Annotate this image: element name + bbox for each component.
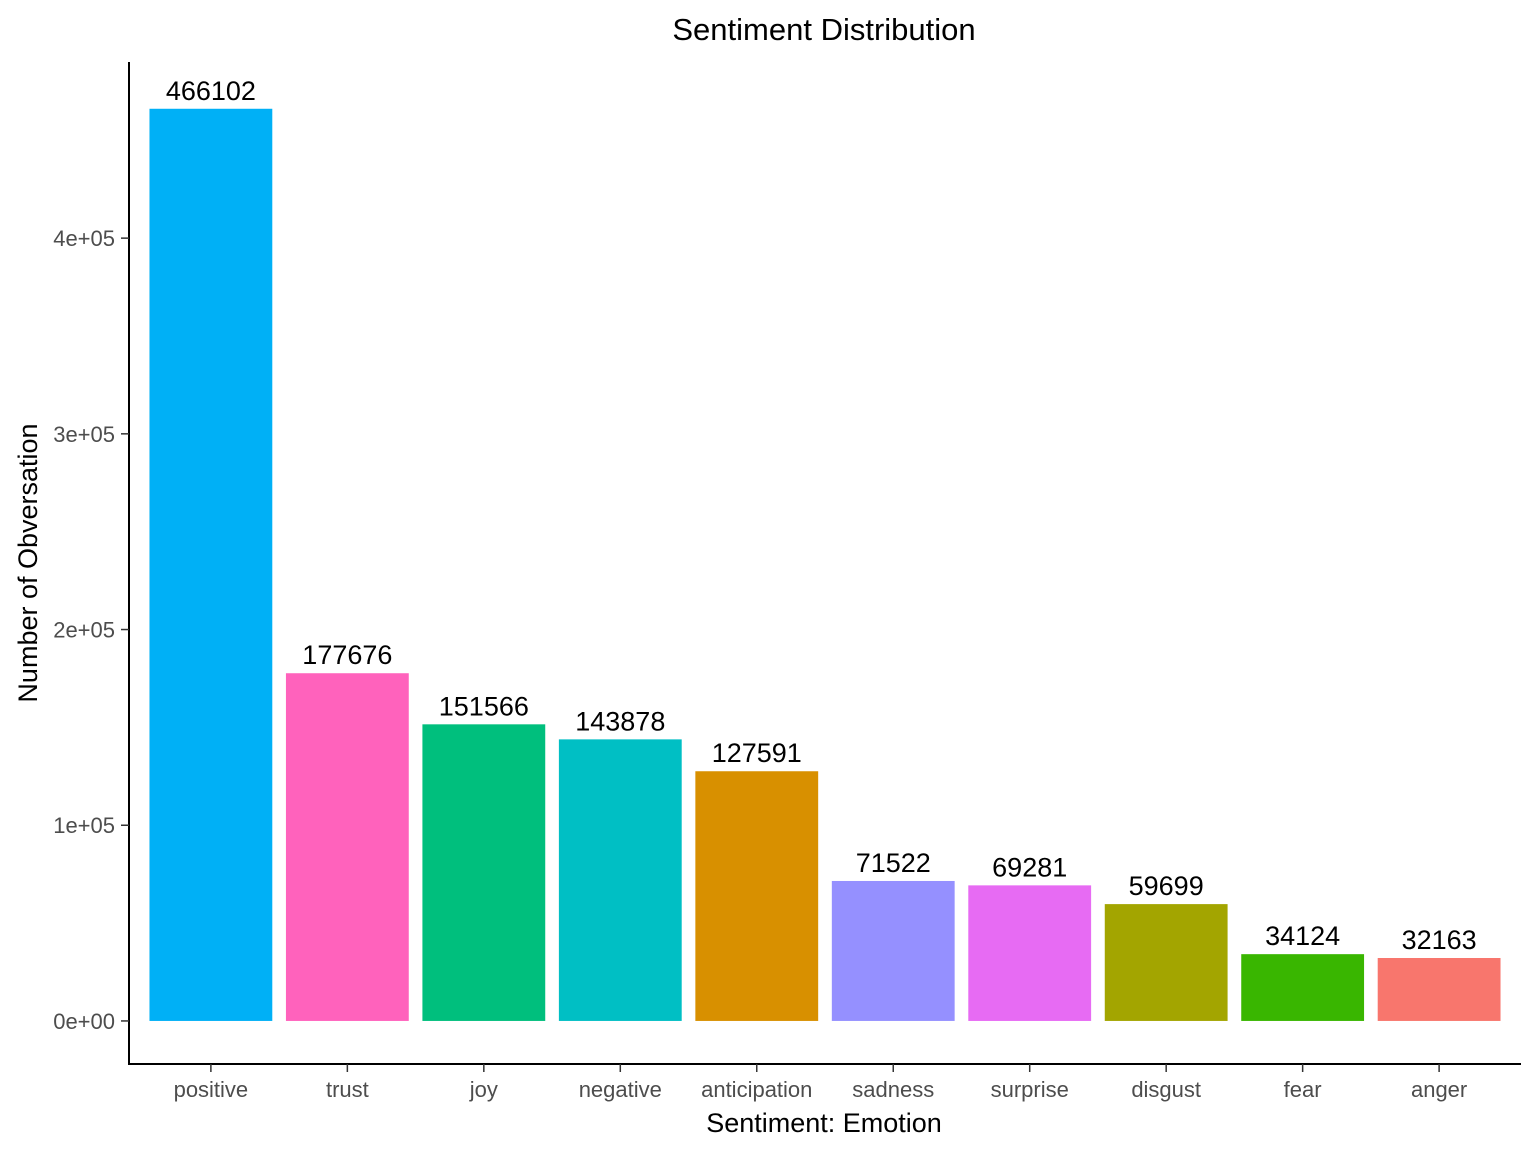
y-axis-ticks: 0e+00 1e+05 2e+05 3e+05 4e+05	[53, 226, 129, 1034]
data-label-sadness: 71522	[856, 848, 931, 878]
x-tick-label-negative: negative	[579, 1077, 662, 1102]
y-tick-label-2: 2e+05	[53, 618, 115, 643]
bar-trust	[285, 673, 409, 1021]
x-tick-label-disgust: disgust	[1131, 1077, 1201, 1102]
x-tick-label-joy: joy	[469, 1077, 498, 1102]
y-tick-label-1: 1e+05	[53, 813, 115, 838]
bar-surprise	[968, 885, 1092, 1021]
bar-joy	[422, 724, 546, 1021]
data-label-disgust: 59699	[1129, 871, 1204, 901]
x-tick-label-positive: positive	[174, 1077, 249, 1102]
x-tick-label-sadness: sadness	[852, 1077, 934, 1102]
x-tick-label-fear: fear	[1284, 1077, 1322, 1102]
bar-negative	[558, 739, 682, 1021]
y-tick-label-3: 3e+05	[53, 422, 115, 447]
x-axis-title: Sentiment: Emotion	[706, 1108, 942, 1138]
data-label-joy: 151566	[439, 691, 529, 721]
bar-disgust	[1104, 904, 1228, 1021]
data-label-negative: 143878	[575, 706, 665, 736]
data-label-positive: 466102	[166, 76, 256, 106]
chart-title: Sentiment Distribution	[672, 12, 975, 47]
bar-anger	[1377, 958, 1501, 1021]
y-tick-label-4: 4e+05	[53, 226, 115, 251]
bar-fear	[1241, 954, 1365, 1021]
data-labels-layer: 466102 177676 151566 143878 127591 71522 69281…	[166, 76, 1477, 955]
y-axis-title: Number of Obversation	[13, 423, 43, 702]
x-tick-label-surprise: surprise	[991, 1077, 1069, 1102]
data-label-anger: 32163	[1402, 925, 1477, 955]
x-tick-label-anger: anger	[1411, 1077, 1467, 1102]
x-tick-label-trust: trust	[326, 1077, 369, 1102]
data-label-surprise: 69281	[992, 852, 1067, 882]
data-label-trust: 177676	[302, 640, 392, 670]
y-tick-label-0: 0e+00	[53, 1009, 115, 1034]
bars-layer	[149, 108, 1501, 1021]
x-axis-ticks: positive trust joy negative anticipation sadn…	[174, 1064, 1467, 1102]
data-label-fear: 34124	[1265, 921, 1340, 951]
data-label-anticipation: 127591	[712, 738, 802, 768]
bar-anticipation	[695, 771, 819, 1021]
bar-positive	[149, 108, 273, 1021]
bar-sadness	[831, 880, 955, 1021]
x-tick-label-anticipation: anticipation	[701, 1077, 812, 1102]
